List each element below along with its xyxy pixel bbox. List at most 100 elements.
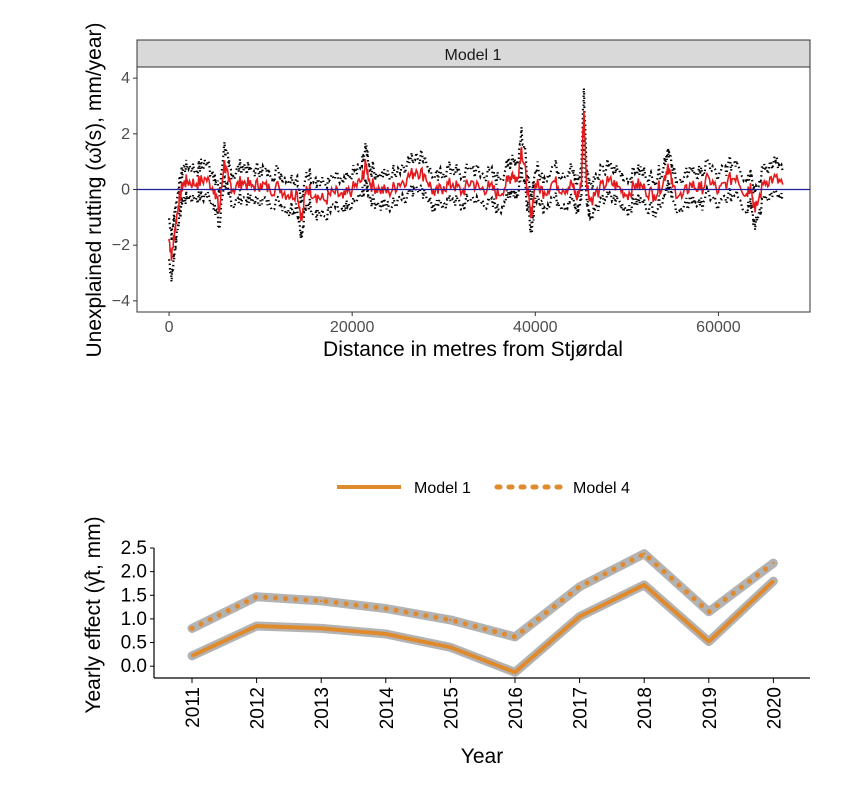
mean-point [690, 183, 692, 185]
mean-point [314, 194, 317, 196]
model-1-point [190, 654, 194, 657]
mean-point [763, 180, 766, 183]
mean-point [305, 185, 308, 188]
model-1-point [320, 627, 323, 630]
mean-point [635, 183, 637, 185]
mean-point [227, 180, 230, 183]
mean-point [589, 199, 592, 202]
bottom-y-axis: 0.00.5 1.0 1.52.0 2.5 [121, 538, 154, 677]
mean-point [296, 191, 299, 194]
model-1-point [384, 632, 387, 636]
mean-point [369, 183, 372, 185]
mean-point [520, 146, 523, 149]
model-1-point [707, 640, 710, 643]
mean-point [360, 180, 363, 183]
mean-point [749, 183, 752, 185]
model-4-point [255, 595, 258, 598]
bottom-y-tick-label: 2.0 [121, 562, 147, 583]
model-4-point [384, 607, 387, 610]
mean-point [529, 216, 532, 219]
model-1-point [578, 615, 581, 618]
mean-point [259, 183, 262, 185]
mean-point [571, 183, 573, 185]
mean-point [625, 194, 628, 196]
mean-point [667, 163, 669, 166]
bottom-y-axis-title: Yearly effect (γ̂t, mm) [82, 516, 105, 713]
mean-point [168, 238, 170, 241]
legend-label-model-1: Model 1 [414, 480, 471, 497]
model-1-point [513, 671, 517, 674]
model-4-point [643, 552, 646, 555]
top-x-axis: 0 20000 40000 60000 [165, 312, 741, 336]
mean-point [607, 180, 610, 183]
mean-point [424, 174, 427, 177]
bottom-x-tick-label: 2014 [377, 687, 398, 730]
mean-point [365, 163, 367, 166]
mean-point [342, 196, 344, 199]
mean-point [170, 255, 173, 258]
top-x-tick-label: 0 [165, 319, 174, 336]
mean-point [195, 183, 198, 185]
mean-point [488, 185, 491, 188]
model-1-point [643, 583, 646, 587]
bottom-x-tick-label: 2012 [248, 687, 269, 729]
bottom-series [187, 549, 778, 677]
top-x-tick-label: 20000 [330, 319, 375, 336]
mean-point [662, 180, 665, 183]
lower-bound-line [167, 134, 784, 282]
mean-point [451, 183, 454, 185]
mean-point [397, 183, 399, 185]
mean-point [754, 210, 756, 213]
model-4-point [513, 635, 517, 639]
mean-point [461, 191, 463, 194]
mean-point [223, 160, 225, 163]
bottom-x-tick-label: 2019 [700, 687, 721, 729]
bottom-x-tick-label: 2018 [635, 687, 656, 729]
mean-point [511, 171, 514, 174]
bottom-y-tick-label: 0.0 [121, 656, 147, 677]
bottom-x-tick-label: 2013 [312, 687, 333, 729]
mean-point [575, 196, 578, 199]
top-y-tick-label: −2 [112, 237, 130, 254]
mean-point [181, 183, 184, 185]
bottom-x-tick-label: 2017 [571, 687, 592, 729]
top-y-tick-label: 2 [121, 126, 130, 143]
mean-point [173, 230, 176, 233]
facet-strip [136, 39, 811, 68]
mean-point [585, 180, 588, 183]
mean-point [781, 183, 784, 185]
mean-point [543, 191, 546, 194]
top-y-tick-label: 0 [121, 182, 130, 199]
mean-point [278, 185, 280, 188]
mean-point [745, 194, 747, 196]
mean-point [177, 205, 180, 208]
mean-point [680, 196, 683, 199]
mean-point [552, 180, 555, 183]
mean-point [516, 180, 518, 183]
top-x-tick-label: 40000 [513, 319, 558, 336]
bottom-y-tick-label: 2.5 [121, 538, 147, 559]
model-1-point [449, 646, 452, 649]
top-x-tick-label: 60000 [696, 319, 741, 336]
top-y-tick-label: 4 [121, 70, 130, 87]
model-4-point [578, 585, 581, 588]
mean-point [470, 180, 473, 183]
model-4-point [449, 618, 452, 622]
mean-point [506, 180, 509, 183]
mean-point [653, 194, 656, 196]
top-y-tick-label: −4 [112, 293, 130, 310]
facet-strip-label: Model 1 [445, 47, 502, 64]
upper-bound-line [167, 88, 784, 242]
mean-point [287, 194, 289, 196]
top-y-axis: −4 −2 0 2 4 [112, 70, 137, 310]
legend-label-model-4: Model 4 [573, 480, 630, 497]
mean-point [406, 177, 409, 180]
model-4-point [320, 599, 323, 603]
mean-point [323, 199, 326, 202]
mean-point [387, 191, 390, 194]
bottom-y-tick-label: 1.5 [121, 585, 147, 606]
bottom-x-tick-label: 2020 [764, 687, 785, 729]
mean-point [534, 183, 537, 185]
model-4-point [772, 561, 775, 565]
